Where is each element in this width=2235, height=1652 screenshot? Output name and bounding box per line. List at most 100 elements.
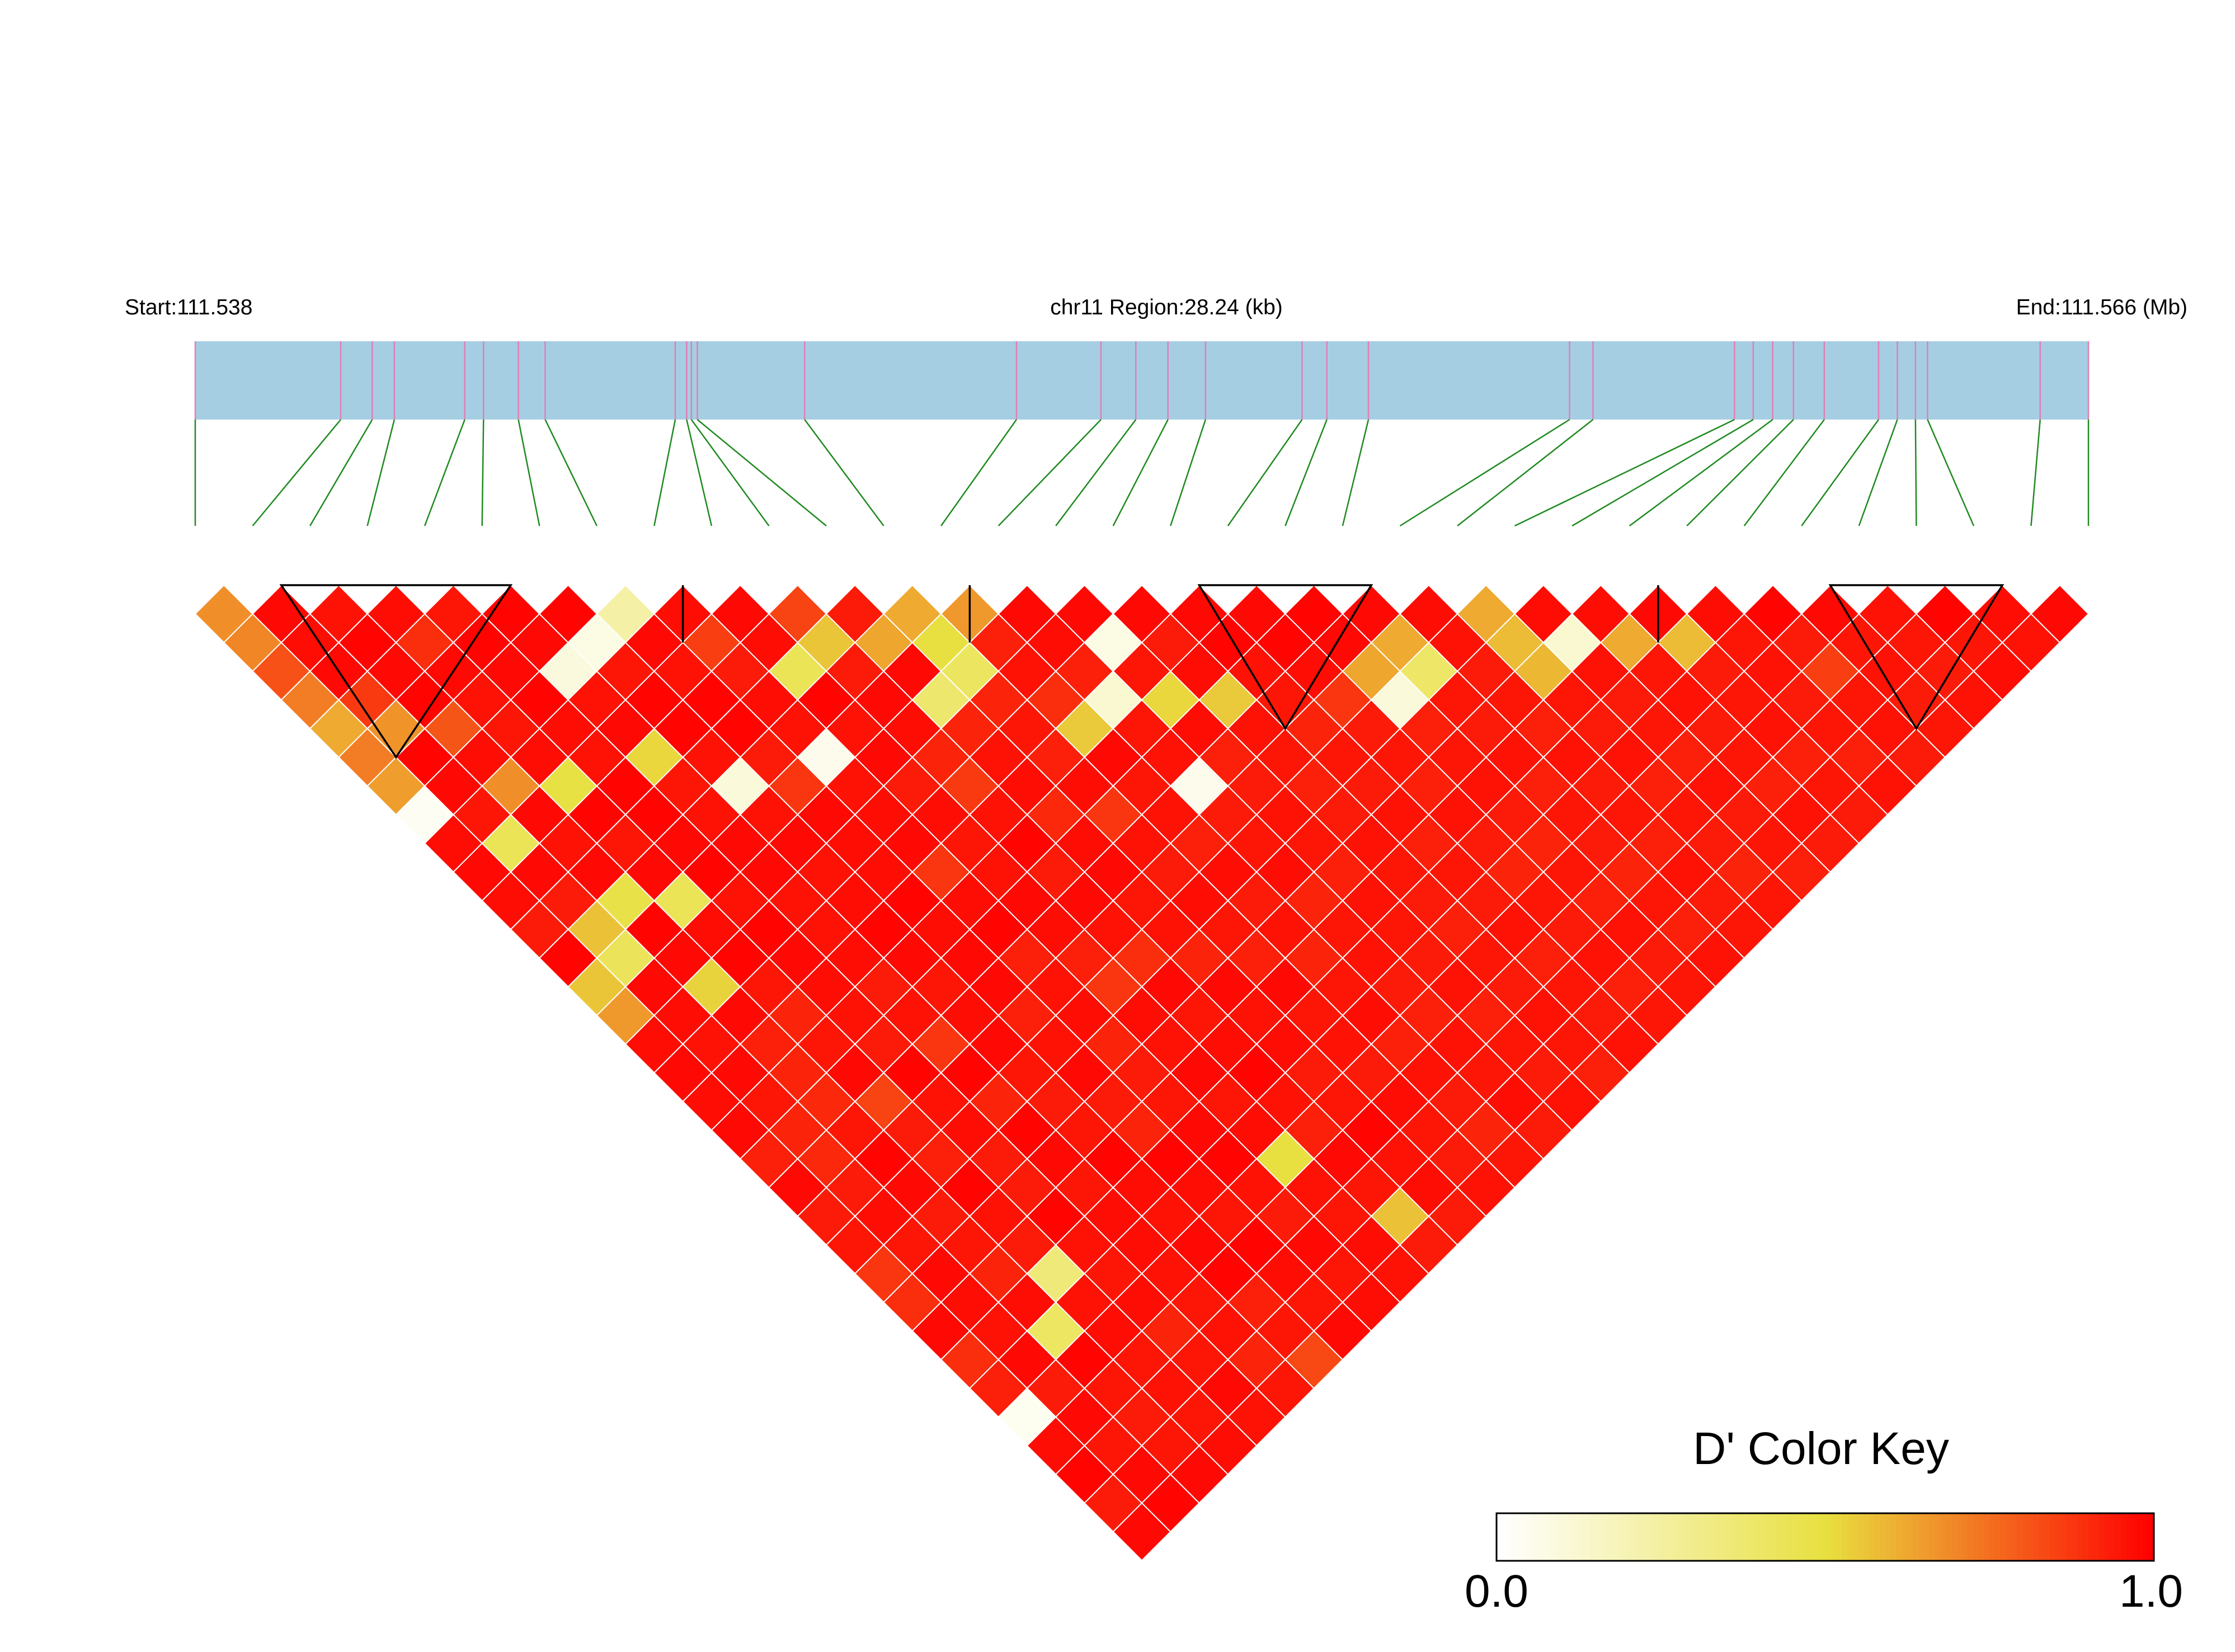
- snp-connector-10: [686, 419, 713, 526]
- color-key-segment: [1945, 1513, 1952, 1561]
- color-key-segment: [1601, 1513, 1607, 1561]
- snp-connector-30: [1858, 419, 1898, 526]
- color-key-segment: [1913, 1513, 1919, 1561]
- snp-connector-28: [1743, 419, 1825, 526]
- color-key-segment: [1989, 1513, 1996, 1561]
- color-key-segment: [1968, 1513, 1974, 1561]
- snp-connector-27: [1686, 419, 1794, 526]
- snp-connector-15: [997, 419, 1102, 526]
- snp-connector-22: [1399, 418, 1570, 527]
- color-key-segment: [1831, 1513, 1837, 1561]
- color-key-segment: [1573, 1513, 1579, 1561]
- color-key-segment: [1677, 1513, 1683, 1561]
- color-key-segment: [1765, 1513, 1771, 1561]
- color-key-segment: [1502, 1513, 1508, 1561]
- color-key-segment: [2143, 1513, 2149, 1561]
- snp-connector-lines: [194, 418, 2090, 527]
- snp-connector-9: [653, 419, 676, 526]
- color-key-segment: [1836, 1513, 1842, 1561]
- color-key-segment: [2077, 1513, 2083, 1561]
- color-key-segment: [1721, 1513, 1727, 1561]
- gene-region-bar: [195, 341, 2088, 420]
- color-key-segment: [1518, 1513, 1524, 1561]
- color-key-segment: [1672, 1513, 1678, 1561]
- color-key-segment: [1606, 1513, 1612, 1561]
- color-key-segment: [2088, 1513, 2094, 1561]
- color-key-segment: [1540, 1513, 1546, 1561]
- snp-connector-24: [1514, 418, 1735, 527]
- snp-connector-4: [366, 419, 396, 526]
- color-key-segment: [1726, 1513, 1733, 1561]
- color-key-segment: [2017, 1513, 2023, 1561]
- snp-connector-29: [1801, 419, 1879, 526]
- color-key-segment: [2104, 1513, 2111, 1561]
- color-key-segment: [1803, 1513, 1809, 1561]
- ld-cell-33-34: [2030, 584, 2090, 643]
- color-key-segment: [1523, 1513, 1530, 1561]
- color-key-segment: [1880, 1513, 1886, 1561]
- color-key-segment: [1754, 1513, 1760, 1561]
- snp-connector-18: [1170, 419, 1207, 526]
- color-key-segment: [1513, 1513, 1519, 1561]
- snp-connector-33: [2030, 419, 2041, 526]
- color-key-segment: [1535, 1513, 1541, 1561]
- color-key-segment: [2011, 1513, 2017, 1561]
- color-key-title: D' Color Key: [1693, 1423, 1949, 1474]
- color-key-segment: [1705, 1513, 1711, 1561]
- snp-connector-7: [517, 419, 540, 526]
- color-key-segment: [1929, 1513, 1935, 1561]
- color-key-segment: [1617, 1513, 1623, 1561]
- color-key-segment: [2121, 1513, 2127, 1561]
- color-key-segment: [1951, 1513, 1958, 1561]
- color-key-segment: [1984, 1513, 1990, 1561]
- color-key-segment: [1814, 1513, 1820, 1561]
- color-key-segment: [2126, 1513, 2133, 1561]
- snp-connector-11: [690, 419, 770, 526]
- color-key-segment: [1551, 1513, 1558, 1561]
- color-key-segment: [1688, 1513, 1695, 1561]
- snp-connector-12: [697, 419, 827, 526]
- color-key-segment: [1841, 1513, 1848, 1561]
- start-label: Start:111.538: [125, 295, 252, 319]
- color-key-segment: [1699, 1513, 1705, 1561]
- color-key-segment: [1864, 1513, 1870, 1561]
- color-key-segment: [2110, 1513, 2116, 1561]
- color-key-segment: [1595, 1513, 1601, 1561]
- color-key-segment: [2022, 1513, 2029, 1561]
- color-key-segment: [1874, 1513, 1881, 1561]
- color-key-segment: [1852, 1513, 1858, 1561]
- color-key-segment: [2039, 1513, 2045, 1561]
- color-key-segment: [1798, 1513, 1804, 1561]
- color-key-segment: [1962, 1513, 1968, 1561]
- color-key-segment: [1918, 1513, 1925, 1561]
- color-key-segment: [2060, 1513, 2067, 1561]
- color-key-segment: [2115, 1513, 2121, 1561]
- color-key-segment: [1655, 1513, 1662, 1561]
- snp-connector-31: [1914, 419, 1917, 526]
- snp-connector-17: [1112, 419, 1169, 526]
- color-key-segment: [2000, 1513, 2007, 1561]
- color-key-segment: [1819, 1513, 1826, 1561]
- color-key-segment: [1556, 1513, 1563, 1561]
- color-key-segment: [1666, 1513, 1672, 1561]
- dprime-color-key: D' Color Key 0.0 1.0: [1465, 1423, 2183, 1617]
- color-key-segment: [1578, 1513, 1585, 1561]
- color-key-segment: [1973, 1513, 1979, 1561]
- color-key-segment: [2044, 1513, 2050, 1561]
- color-key-segment: [1759, 1513, 1766, 1561]
- color-key-segment: [1628, 1513, 1634, 1561]
- color-key-segment: [2066, 1513, 2072, 1561]
- color-key-segment: [1650, 1513, 1656, 1561]
- snp-position-ticks: [194, 341, 2090, 420]
- snp-connector-3: [309, 419, 373, 526]
- ld-block-outlines: [279, 584, 2005, 759]
- color-key-segment: [1611, 1513, 1618, 1561]
- snp-connector-23: [1457, 419, 1594, 526]
- color-key-segment: [1896, 1513, 1903, 1561]
- color-key-segment: [1891, 1513, 1897, 1561]
- color-key-segment: [2082, 1513, 2089, 1561]
- color-key-segment: [1781, 1513, 1787, 1561]
- color-key-segment: [1743, 1513, 1749, 1561]
- snp-connector-14: [940, 419, 1017, 526]
- snp-connector-19: [1227, 419, 1303, 526]
